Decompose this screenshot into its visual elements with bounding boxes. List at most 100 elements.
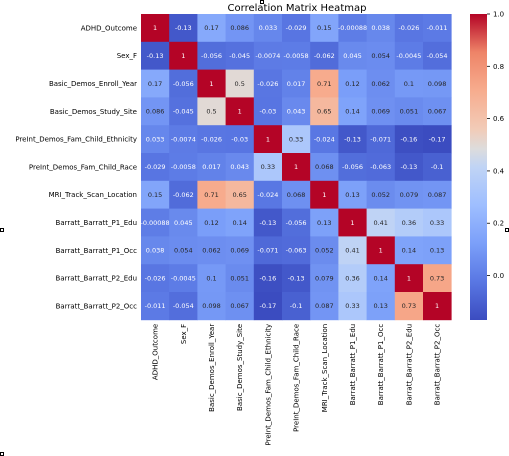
heatmap-cell [253,180,283,209]
cell-value-label: 0.087 [315,302,334,310]
heatmap-cell [366,208,396,237]
heatmap-cell [169,153,198,182]
cell-value-label: -0.00088 [338,24,367,32]
heatmap-cell [338,41,367,70]
heatmap-cell [338,69,367,98]
cell-value-label: -0.00088 [140,219,169,227]
heatmap-cell [225,69,255,98]
heatmap-cell [169,180,198,209]
row-label: MRI_Track_Scan_Location [49,191,137,199]
heatmap-cell [141,14,170,43]
heatmap-cell [366,97,396,126]
heatmap-cell [253,264,283,293]
heatmap-cell [423,153,452,182]
heatmap-cell [282,236,311,265]
heatmap-cell [338,292,367,321]
cell-value-label: -0.16 [259,274,276,282]
heatmap-cell [423,264,452,293]
cell-value-label: 0.33 [261,163,275,171]
cell-value-label: 0.13 [373,302,387,310]
cell-value-label: 0.054 [371,52,390,60]
cell-value-label: -0.063 [370,163,391,171]
row-label: Barratt_Barratt_P2_Edu [56,275,137,283]
cell-value-label: -0.13 [400,163,417,171]
heatmap-cell [310,292,339,321]
heatmap-cell [394,208,424,237]
heatmap-cell [338,97,367,126]
heatmap-cell [310,14,339,43]
row-label: Basic_Demos_Study_Site [50,108,137,116]
colorbar-tick-label: 0.2 [493,220,504,228]
cell-value-label: -0.13 [259,219,276,227]
cell-value-label: 0.13 [430,247,444,255]
cell-value-label: -0.029 [145,163,166,171]
cell-value-label: 0.045 [343,52,362,60]
colorbar-ticks: 1.0 0.8 0.6 0.4 0.2 0.0 [487,11,505,280]
heatmap-cell [310,236,339,265]
cell-value-label: 0.069 [371,108,390,116]
heatmap-cell [253,125,283,154]
cell-value-label: 1 [153,24,157,32]
column-labels: ADHD_Outcome Sex_F Basic_Demos_Enroll_Year… [152,324,442,446]
cell-value-label: -0.056 [173,80,194,88]
cell-value-label: 0.14 [402,247,416,255]
cell-value-label: 0.086 [146,108,165,116]
heatmap-cell [197,125,226,154]
heatmap-cell [141,97,170,126]
cell-value-label: 0.17 [148,80,162,88]
cell-value-label: 0.052 [371,191,390,199]
cell-value-label: 1 [322,191,326,199]
row-label: Barratt_Barratt_P1_Edu [56,219,137,227]
colorbar-tick-label: 0.8 [493,63,504,71]
column-label: MRI_Track_Scan_Location [321,324,329,412]
cell-value-label: 0.038 [371,24,390,32]
cell-value-label: 0.65 [232,191,246,199]
cell-value-label: -0.071 [370,135,391,143]
heatmap-cell [141,41,170,70]
cell-value-label: 0.14 [232,219,246,227]
cell-value-label: 0.051 [230,274,249,282]
cell-value-label: 1 [238,108,242,116]
cell-value-label: -0.17 [259,302,276,310]
heatmap-cells: 1 -0.13 0.17 0.086 0.033 -0.029 0.15 -0.00088 0.… [140,14,452,321]
cell-value-label: -0.0074 [171,135,196,143]
cell-value-label: 0.054 [174,247,193,255]
heatmap-cell [253,208,283,237]
heatmap-cell [282,125,311,154]
heatmap-cell [197,236,226,265]
column-label: Sex_F [180,324,188,344]
cell-value-label: 0.14 [373,274,387,282]
heatmap-cell [338,236,367,265]
heatmap-cell [253,41,283,70]
heatmap-cell [310,208,339,237]
cell-value-label: 0.051 [400,108,419,116]
cell-value-label: 0.068 [287,191,306,199]
heatmap-cell [394,153,424,182]
cell-value-label: 0.41 [373,219,387,227]
heatmap-cell [225,153,255,182]
column-label: Basic_Demos_Enroll_Year [208,324,216,412]
heatmap-cell [225,292,255,321]
heatmap-cell [310,97,339,126]
cell-value-label: 0.14 [345,108,359,116]
row-label: PreInt_Demos_Fam_Child_Ethnicity [15,136,137,144]
heatmap-cell [225,97,255,126]
heatmap-cell [141,125,170,154]
cell-value-label: 0.069 [230,247,249,255]
heatmap-cell [310,125,339,154]
cell-value-label: 0.062 [371,80,390,88]
colorbar-gradient [470,14,487,320]
cell-value-label: 0.033 [259,24,278,32]
cell-value-label: -0.13 [147,52,164,60]
cell-value-label: -0.062 [314,52,335,60]
heatmap-cell [253,153,283,182]
heatmap-cell [310,41,339,70]
heatmap-cell [366,153,396,182]
corner-marker-right [505,228,509,232]
heatmap-cell [394,236,424,265]
row-label: Sex_F [117,52,137,60]
cell-value-label: -0.17 [429,135,446,143]
heatmap-cell [197,292,226,321]
heatmap-cell [253,69,283,98]
colorbar [470,14,487,320]
